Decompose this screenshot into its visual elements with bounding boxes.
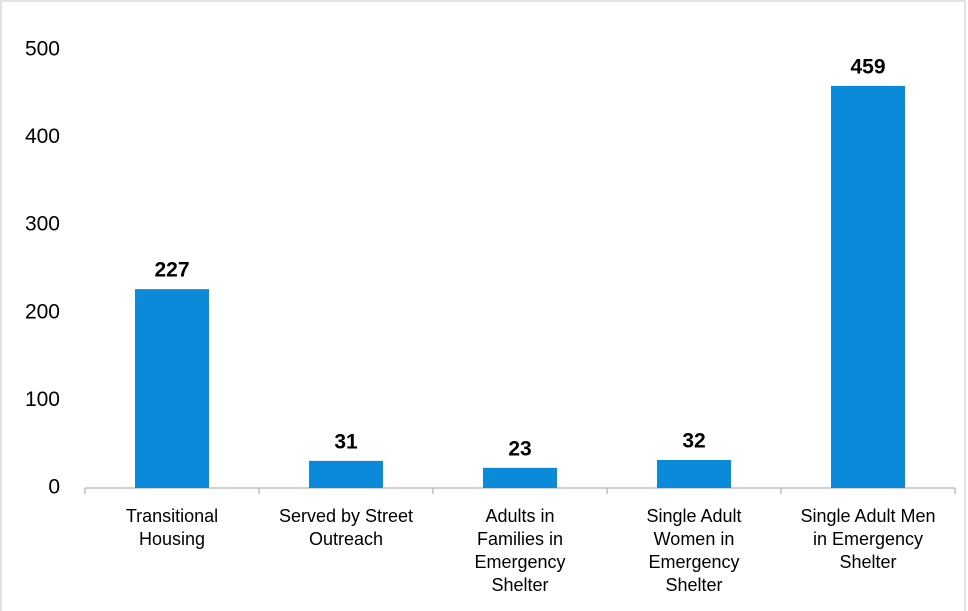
x-tick-label: Single Adult Women in Emergency Shelter bbox=[646, 506, 741, 595]
y-tick-label: 0 bbox=[48, 476, 60, 499]
data-label: 23 bbox=[508, 437, 531, 460]
bar bbox=[309, 460, 383, 488]
data-label: 32 bbox=[682, 430, 705, 453]
y-tick-label: 300 bbox=[25, 213, 60, 236]
y-tick-label: 500 bbox=[25, 38, 60, 61]
bar bbox=[135, 289, 209, 488]
data-label: 31 bbox=[334, 430, 358, 453]
y-tick-label: 400 bbox=[25, 125, 60, 148]
data-label: 227 bbox=[154, 259, 189, 282]
x-tick-label: Single Adult Men in Emergency Shelter bbox=[800, 506, 935, 572]
x-tick-label: Adults in Families in Emergency Shelter bbox=[474, 506, 565, 595]
data-label: 459 bbox=[850, 55, 885, 78]
bar bbox=[657, 459, 731, 488]
y-tick-label: 200 bbox=[25, 300, 60, 323]
bar bbox=[483, 467, 557, 488]
x-tick-label: Transitional Housing bbox=[126, 506, 218, 549]
bar bbox=[831, 85, 905, 488]
y-tick-label: 100 bbox=[25, 388, 60, 411]
x-tick-label: Served by Street Outreach bbox=[279, 506, 413, 549]
